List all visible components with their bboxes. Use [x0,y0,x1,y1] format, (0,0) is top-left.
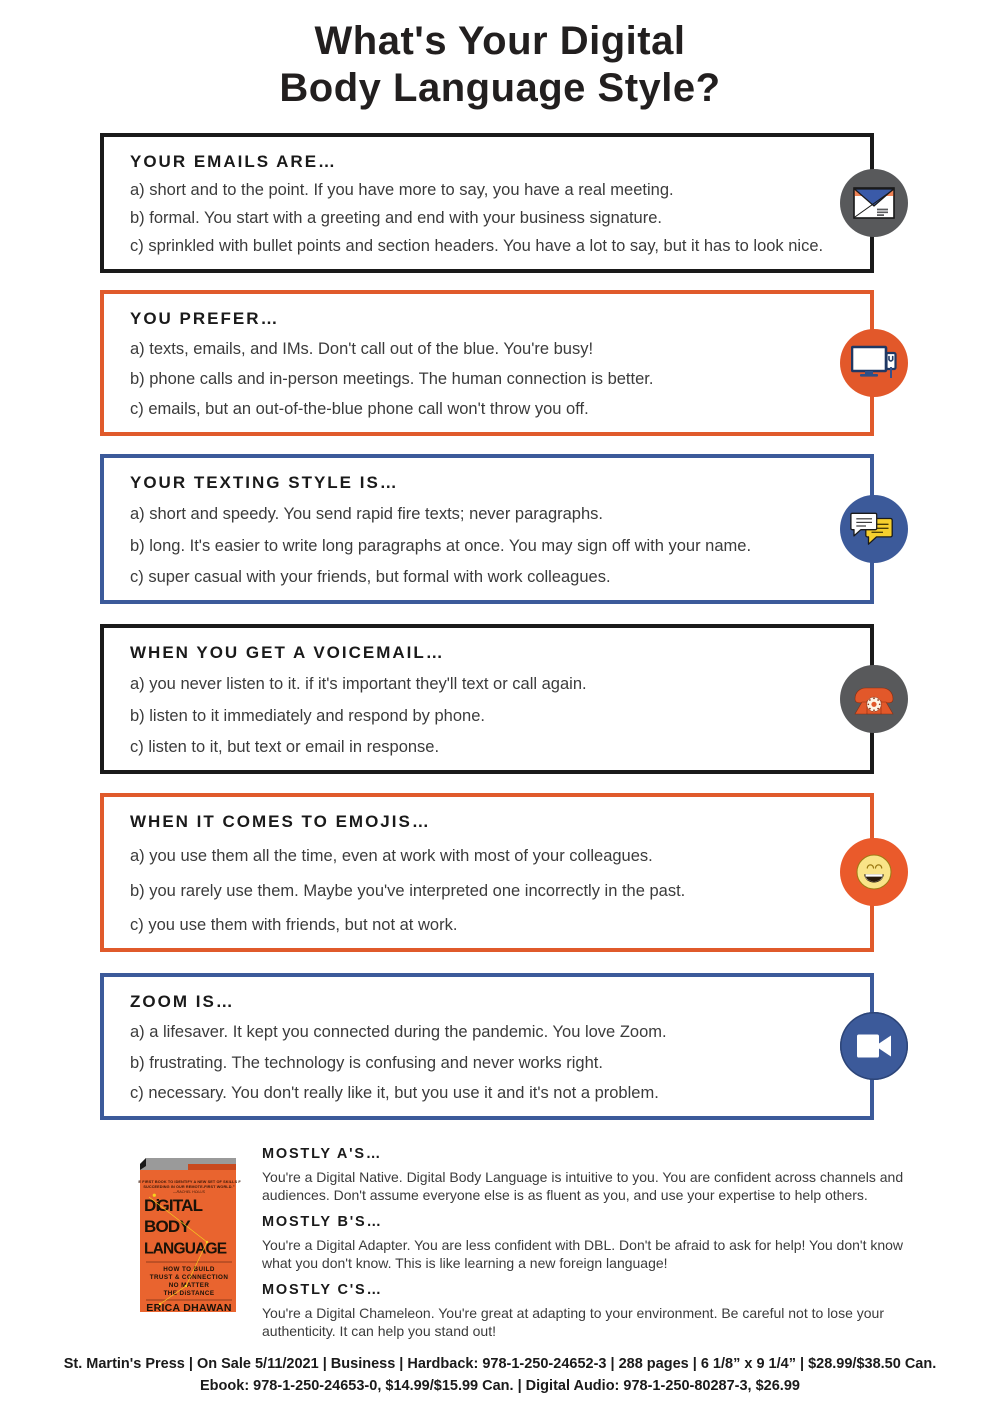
svg-text:"THE FIRST BOOK TO IDENTIFY A: "THE FIRST BOOK TO IDENTIFY A NEW SET OF… [138,1180,241,1184]
svg-text:SUCCEEDING IN OUR REMOTE-FIRST: SUCCEEDING IN OUR REMOTE-FIRST WORLD." [143,1185,234,1189]
svg-text:BODY: BODY [144,1217,191,1236]
svg-text:—RACHEL HOLLIS: —RACHEL HOLLIS [172,1190,205,1194]
svg-text:LANGUAGE: LANGUAGE [144,1241,227,1258]
svg-text:GITAL: GITAL [157,1196,203,1215]
svg-text:HOW TO BUILD: HOW TO BUILD [163,1266,215,1273]
svg-text:NO MATTER: NO MATTER [169,1282,210,1289]
